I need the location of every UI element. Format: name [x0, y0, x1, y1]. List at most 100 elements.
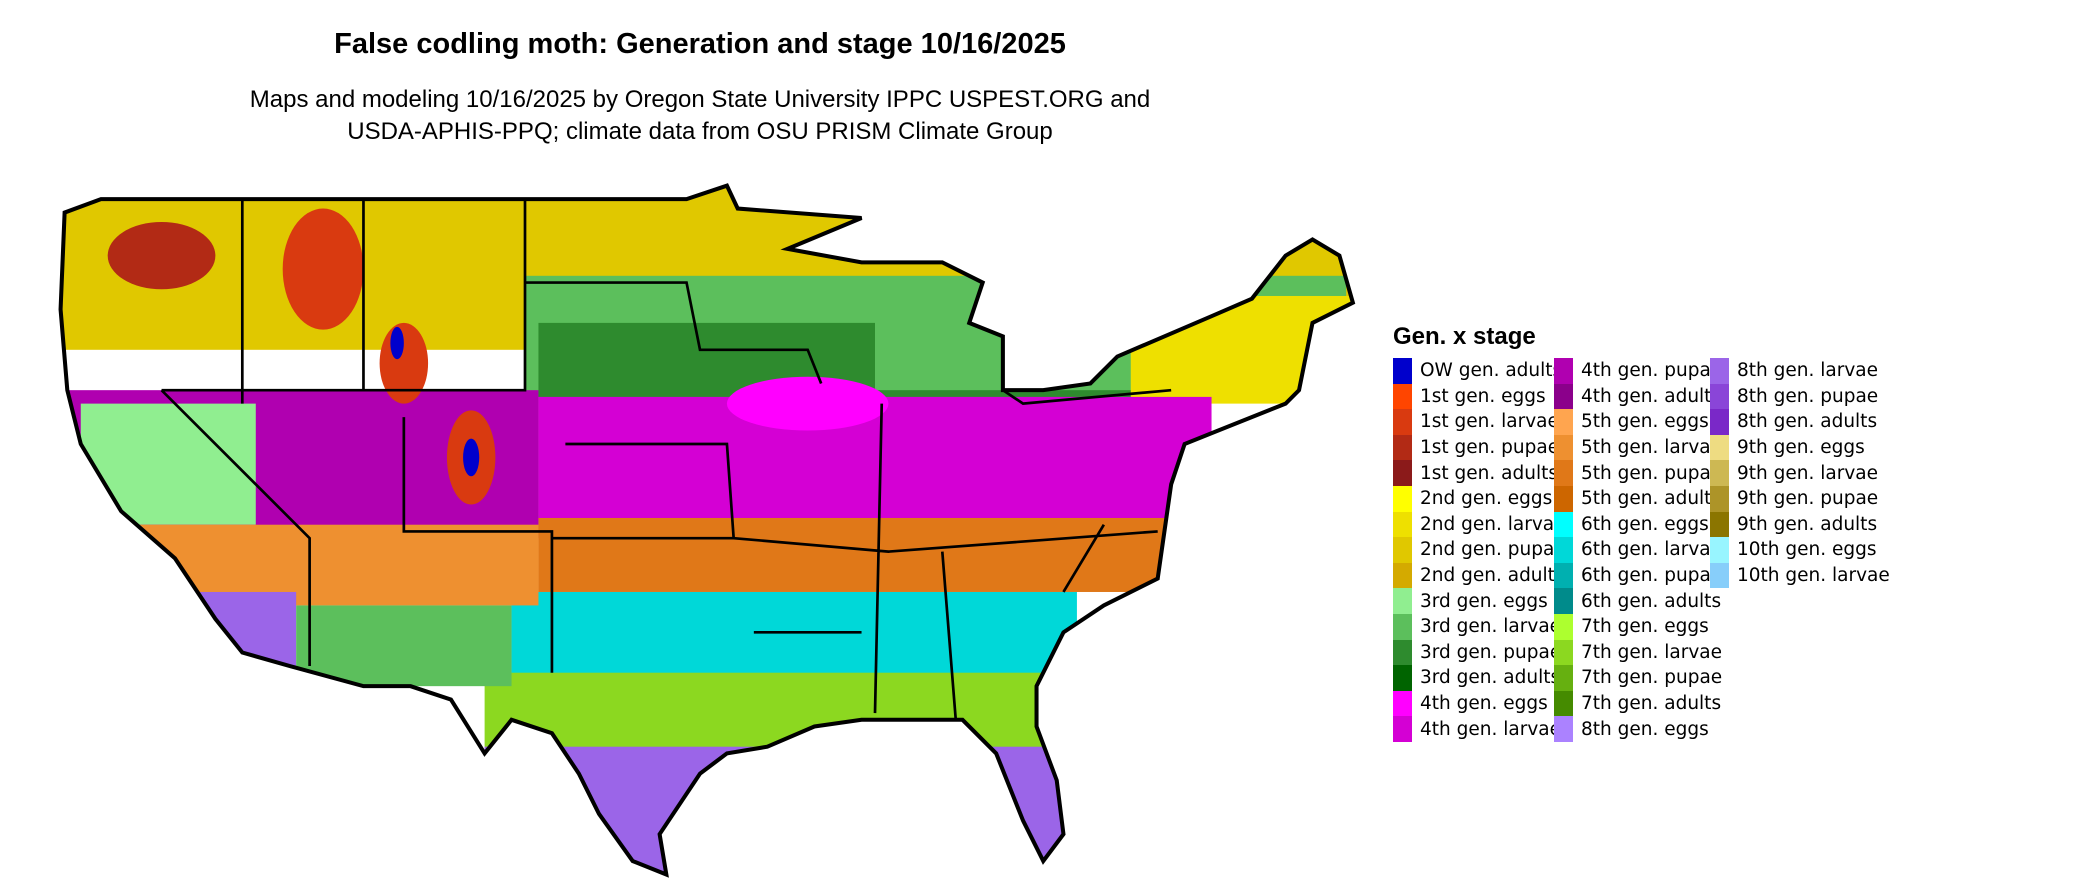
region-ow-adults-wy [390, 326, 404, 360]
legend-label: 6th gen. larvae [1581, 539, 1722, 561]
legend-label: 3rd gen. adults [1420, 667, 1561, 689]
legend-label: 4th gen. pupae [1581, 360, 1723, 382]
legend-label: 6th gen. eggs [1581, 513, 1709, 535]
legend-item: 10th gen. eggs [1710, 537, 1890, 563]
legend-item: 8th gen. eggs [1554, 716, 1722, 742]
legend-swatch [1554, 511, 1573, 538]
legend-item: 4th gen. adults [1554, 383, 1722, 410]
legend-swatch [1393, 383, 1412, 410]
legend-item: 1st gen. eggs [1393, 383, 1566, 410]
region-sw-5th-gen [107, 524, 539, 606]
legend-label: 2nd gen. pupae [1420, 539, 1566, 561]
region-1st-gen-pupae-nw [107, 221, 216, 290]
region-2nd-gen-larvae-ne [1130, 295, 1353, 404]
legend-swatch [1393, 716, 1412, 742]
legend-swatch [1393, 358, 1412, 384]
chart-subtitle-line-2: USDA-APHIS-PPQ; climate data from OSU PR… [347, 118, 1053, 145]
legend-swatch [1393, 613, 1412, 640]
legend-column: 4th gen. pupae 4th gen. adults 5th gen. eg… [1554, 358, 1722, 742]
legend-label: 1st gen. pupae [1420, 437, 1560, 459]
legend-label: 9th gen. larvae [1737, 462, 1878, 484]
legend-item: 7th gen. pupae [1554, 665, 1722, 691]
legend-item: 3rd gen. eggs [1393, 588, 1566, 614]
legend-label: 3rd gen. larvae [1420, 616, 1562, 638]
legend-column: OW gen. adults 1st gen. eggs 1st gen. larv… [1393, 358, 1566, 742]
chart-subtitle-line-1: Maps and modeling 10/16/2025 by Oregon S… [249, 86, 1151, 113]
legend-swatch [1710, 537, 1729, 563]
legend-label: 9th gen. eggs [1737, 437, 1865, 459]
legend-item: 2nd gen. adults [1393, 562, 1566, 589]
legend-label: 10th gen. eggs [1737, 539, 1877, 561]
legend-swatch [1554, 690, 1573, 717]
legend-swatch [1393, 562, 1412, 589]
legend-swatch [1710, 358, 1729, 384]
legend-swatch [1554, 562, 1573, 589]
legend-swatch [1710, 511, 1729, 538]
legend-label: 2nd gen. adults [1420, 565, 1565, 587]
legend-label: 8th gen. adults [1737, 411, 1878, 433]
legend-item: 7th gen. larvae [1554, 639, 1722, 666]
legend-item: 8th gen. larvae [1710, 358, 1890, 384]
legend-label: 7th gen. eggs [1581, 616, 1709, 638]
legend-label: 5th gen. eggs [1581, 411, 1709, 433]
legend-item: 5th gen. adults [1554, 485, 1722, 512]
legend-item: 4th gen. pupae [1554, 358, 1722, 384]
legend-column: 8th gen. larvae 8th gen. pupae 8th gen. ad… [1710, 358, 1890, 589]
region-ow-adults-co [463, 438, 480, 477]
legend-swatch [1554, 434, 1573, 461]
legend-item: 10th gen. larvae [1710, 562, 1890, 589]
legend-item: 4th gen. eggs [1393, 690, 1566, 717]
legend-label: 2nd gen. eggs [1420, 488, 1553, 510]
legend-label: 2nd gen. larvae [1420, 513, 1566, 535]
legend-item: 2nd gen. larvae [1393, 511, 1566, 538]
legend-item: 3rd gen. pupae [1393, 639, 1566, 666]
legend-item: 6th gen. pupae [1554, 562, 1722, 589]
legend-swatch [1393, 690, 1412, 717]
region-sw-3rd-gen [296, 605, 512, 687]
legend-item: 9th gen. larvae [1710, 460, 1890, 486]
legend-swatch [1393, 460, 1412, 486]
legend-label: 5th gen. pupae [1581, 462, 1723, 484]
legend-item: 8th gen. adults [1710, 409, 1890, 435]
legend-label: 5th gen. adults [1581, 488, 1722, 510]
legend-swatch [1710, 409, 1729, 435]
legend-label: 3rd gen. eggs [1420, 590, 1548, 612]
legend-swatch [1710, 434, 1729, 461]
legend-label: 9th gen. adults [1737, 513, 1878, 535]
legend-item: 6th gen. adults [1554, 588, 1722, 614]
legend-swatch [1393, 537, 1412, 563]
legend-item: 9th gen. adults [1710, 511, 1890, 538]
legend-label: 8th gen. pupae [1737, 385, 1879, 407]
legend-swatch [1554, 409, 1573, 435]
legend-item: 3rd gen. adults [1393, 665, 1566, 691]
legend-item: 1st gen. larvae [1393, 409, 1566, 435]
legend-swatch [1710, 562, 1729, 589]
legend-title: Gen. x stage [1393, 323, 1536, 350]
legend-swatch [1554, 665, 1573, 691]
legend-item: 3rd gen. larvae [1393, 613, 1566, 640]
legend-label: 4th gen. eggs [1420, 693, 1548, 715]
legend-item: 1st gen. pupae [1393, 434, 1566, 461]
legend-item: 9th gen. pupae [1710, 485, 1890, 512]
chart-title: False codling moth: Generation and stage… [334, 28, 1066, 60]
legend-swatch [1710, 383, 1729, 410]
legend-swatch [1710, 485, 1729, 512]
legend-label: 6th gen. adults [1581, 590, 1722, 612]
legend-item: 8th gen. pupae [1710, 383, 1890, 410]
legend-item: OW gen. adults [1393, 358, 1566, 384]
legend-item: 5th gen. pupae [1554, 460, 1722, 486]
legend-label: 4th gen. adults [1581, 385, 1722, 407]
legend-item: 5th gen. larvae [1554, 434, 1722, 461]
legend-label: 5th gen. larvae [1581, 437, 1722, 459]
legend-item: 2nd gen. pupae [1393, 537, 1566, 563]
legend-label: 7th gen. larvae [1581, 641, 1722, 663]
legend-item: 1st gen. adults [1393, 460, 1566, 486]
legend-swatch [1554, 588, 1573, 614]
legend-swatch [1393, 409, 1412, 435]
state-borders [160, 199, 1172, 720]
legend-label: 7th gen. adults [1581, 693, 1722, 715]
legend-label: OW gen. adults [1420, 360, 1563, 382]
legend-label: 8th gen. larvae [1737, 360, 1878, 382]
legend-swatch [1393, 639, 1412, 666]
